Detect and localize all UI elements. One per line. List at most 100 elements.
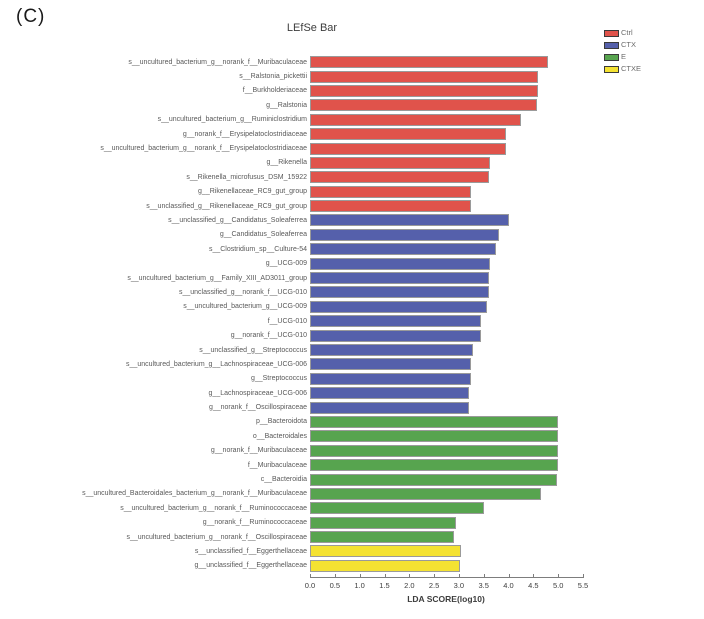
x-axis-tick-label: 1.0 xyxy=(354,581,365,590)
legend-color-swatch xyxy=(604,41,619,49)
bar-row: s__unclassified_g__Candidatus_Soleaferre… xyxy=(0,213,704,227)
x-axis-tick-label: 2.0 xyxy=(404,581,415,590)
lda-score-bar xyxy=(310,99,538,112)
bar-row: s__uncultured_bacterium_g__Lachnospirace… xyxy=(0,357,704,371)
lda-score-bar xyxy=(310,516,457,529)
lda-score-bar xyxy=(310,372,472,385)
lda-score-bar xyxy=(310,358,472,371)
bar-row: g__norank_f__Oscillospiraceae xyxy=(0,400,704,414)
legend-color-swatch xyxy=(604,53,619,61)
x-axis-tick-label: 5.0 xyxy=(552,581,564,590)
taxon-label: s__uncultured_bacterium_g__Family_XIII_A… xyxy=(127,274,307,282)
taxon-label: f__UCG-010 xyxy=(267,317,307,325)
bar-row: g__Rikenella xyxy=(0,156,704,170)
bar-row: g__UCG-009 xyxy=(0,256,704,270)
bar-row: s__uncultured_bacterium_g__Ruminiclostri… xyxy=(0,113,704,127)
taxon-label: f__Muribaculaceae xyxy=(247,461,307,469)
bar-row: s__unclassified_g__Rikenellaceae_RC9_gut… xyxy=(0,199,704,213)
x-axis-tick xyxy=(359,574,361,578)
x-axis-tick xyxy=(409,574,411,578)
lda-score-bar xyxy=(310,185,472,198)
lda-score-bar xyxy=(310,401,469,414)
lda-score-bar xyxy=(310,559,460,572)
x-axis-tick-label: 4.0 xyxy=(503,581,514,590)
lda-score-bar xyxy=(310,171,489,184)
x-axis-tick xyxy=(458,574,460,578)
taxon-label: g__Candidatus_Soleaferrea xyxy=(219,231,307,239)
x-axis: 0.0 0.5 1.0 1.5 2.0 2.5 3.0 3.5 4.0 4.5 5.0 5.5 xyxy=(305,574,588,590)
taxon-label: g__norank_f__Erysipelatoclostridiaceae xyxy=(182,130,307,138)
lda-score-bar xyxy=(310,459,559,472)
bar-row: s__uncultured_bacterium_g__norank_f__Rum… xyxy=(0,501,704,515)
bar-row: f__Muribaculaceae xyxy=(0,458,704,472)
legend-label: E xyxy=(621,52,627,61)
panel-label: (C) xyxy=(16,6,46,27)
bar-row: g__Candidatus_Soleaferrea xyxy=(0,228,704,242)
x-axis-tick-label: 4.5 xyxy=(528,581,539,590)
lda-score-bar xyxy=(310,128,507,141)
bar-row: c__Bacteroidia xyxy=(0,472,704,486)
taxon-label: o__Bacteroidales xyxy=(252,432,307,440)
x-axis-tick xyxy=(434,574,436,578)
lda-score-bar xyxy=(310,531,454,544)
lda-score-bar xyxy=(310,430,559,443)
legend-color-swatch xyxy=(604,65,619,73)
lda-score-bar xyxy=(310,502,484,515)
taxon-label: s__Clostridium_sp__Culture-54 xyxy=(208,245,307,253)
lda-score-bar xyxy=(310,156,490,169)
x-axis-tick-label: 1.5 xyxy=(379,581,390,590)
lda-score-bar xyxy=(310,214,509,227)
bar-row: g__unclassified_f__Eggerthellaceae xyxy=(0,559,704,573)
lda-score-bar xyxy=(310,257,490,270)
taxon-label: g__Streptococcus xyxy=(250,375,307,383)
bar-row: o__Bacteroidales xyxy=(0,429,704,443)
lda-score-bar xyxy=(310,84,539,97)
lda-score-bar xyxy=(310,243,497,256)
taxon-label: c__Bacteroidia xyxy=(260,476,307,484)
x-axis-tick-label: 0.0 xyxy=(304,581,316,590)
taxon-label: g__Ralstonia xyxy=(266,101,307,109)
lda-score-bar xyxy=(310,387,469,400)
bar-row: s__Rikenella_microfusus_DSM_15922 xyxy=(0,170,704,184)
legend-label: CTX xyxy=(621,40,636,49)
bar-row: s__uncultured_bacterium_g__norank_f__Mur… xyxy=(0,55,704,69)
bar-row: g__Rikenellaceae_RC9_gut_group xyxy=(0,185,704,199)
taxon-label: s__unclassified_g__Rikenellaceae_RC9_gut… xyxy=(146,202,307,210)
bar-row: s__uncultured_bacterium_g__norank_f__Ery… xyxy=(0,141,704,155)
lda-score-bar xyxy=(310,487,541,500)
taxon-label: p__Bacteroidota xyxy=(256,418,307,426)
bar-row: s__uncultured_bacterium_g__UCG-009 xyxy=(0,300,704,314)
x-axis-tick xyxy=(334,574,336,578)
bar-row: s__Ralstonia_pickettii xyxy=(0,69,704,83)
legend-item: CTXE xyxy=(604,63,641,75)
bar-row: s__uncultured_bacterium_g__Family_XIII_A… xyxy=(0,271,704,285)
bar-row: g__norank_f__UCG-010 xyxy=(0,328,704,342)
bar-row: s__unclassified_f__Eggerthellaceae xyxy=(0,544,704,558)
bar-row: g__Ralstonia xyxy=(0,98,704,112)
legend-item: CTX xyxy=(604,39,641,51)
bar-row: s__uncultured_Bacteroidales_bacterium_g_… xyxy=(0,487,704,501)
x-axis-title: LDA SCORE(log10) xyxy=(407,594,485,604)
taxon-label: s__uncultured_Bacteroidales_bacterium_g_… xyxy=(82,490,307,498)
x-axis-tick-label: 5.5 xyxy=(577,581,589,590)
x-axis-tick xyxy=(310,574,311,578)
bar-row: s__unclassified_g__Streptococcus xyxy=(0,343,704,357)
bar-row: f__UCG-010 xyxy=(0,314,704,328)
lda-score-bar xyxy=(310,545,462,558)
x-axis-tick-label: 3.5 xyxy=(478,581,489,590)
taxon-label: s__uncultured_bacterium_g__Ruminiclostri… xyxy=(157,116,307,124)
x-axis-tick xyxy=(533,574,535,578)
legend-label: CTXE xyxy=(621,64,642,73)
x-axis-tick xyxy=(583,574,584,578)
lda-score-bar xyxy=(310,113,521,126)
legend: Ctrl CTX E CTXE xyxy=(604,27,641,75)
taxon-label: s__unclassified_f__Eggerthellaceae xyxy=(194,547,307,555)
taxon-label: g__Lachnospiraceae_UCG-006 xyxy=(208,389,307,397)
taxon-label: g__norank_f__Oscillospiraceae xyxy=(208,404,307,412)
lda-score-bar xyxy=(310,286,489,299)
taxon-label: g__Rikenellaceae_RC9_gut_group xyxy=(198,188,307,196)
taxon-label: g__norank_f__Muribaculaceae xyxy=(210,447,307,455)
lda-score-bar xyxy=(310,344,473,356)
taxon-label: g__unclassified_f__Eggerthellaceae xyxy=(194,562,307,570)
chart-title: LEfSe Bar xyxy=(286,22,338,34)
